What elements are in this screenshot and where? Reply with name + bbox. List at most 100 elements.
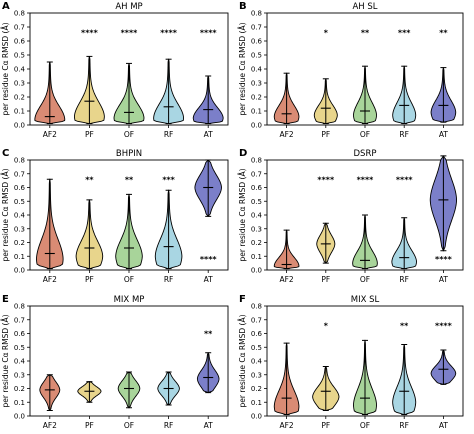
significance-marker: **** <box>200 29 218 38</box>
x-tick-label: OF <box>360 275 370 284</box>
significance-marker: **** <box>357 175 375 184</box>
x-tick-label: AF2 <box>43 421 57 430</box>
significance-marker: ** <box>85 175 94 184</box>
significance-marker: ** <box>125 175 134 184</box>
x-tick-label: PF <box>85 275 94 284</box>
y-tick-label: 0.6 <box>251 38 263 46</box>
panel-letter: C <box>2 148 9 159</box>
y-tick-label: 0.7 <box>14 170 25 178</box>
x-tick-label: AF2 <box>43 275 57 284</box>
y-tick-label: 0.7 <box>251 170 262 178</box>
y-tick-label: 0.7 <box>14 316 25 324</box>
y-tick-label: 0.4 <box>251 358 263 366</box>
significance-marker: **** <box>81 29 99 38</box>
y-tick-label: 0.4 <box>14 66 26 74</box>
y-tick-label: 0.3 <box>251 371 262 379</box>
x-tick-label: AF2 <box>43 130 57 139</box>
y-tick-label: 0.3 <box>251 225 262 233</box>
y-tick-label: 0.4 <box>251 66 263 74</box>
x-tick-label: AT <box>439 130 449 139</box>
y-tick-label: 0.1 <box>251 108 262 116</box>
y-tick-label: 0.3 <box>14 225 25 233</box>
y-tick-label: 0.4 <box>14 358 26 366</box>
y-tick-label: 0.2 <box>14 385 25 393</box>
y-axis-label: per residue Cα RMSD (Å) <box>1 314 10 407</box>
significance-marker: **** <box>317 175 335 184</box>
panel-d: DSRP D 0.0 0.1 0.2 0.3 0.4 0.5 0.6 0.7 0.8 per resi… <box>238 148 464 284</box>
y-axis-label: per residue Cα RMSD (Å) <box>238 22 247 115</box>
y-tick-label: 0.6 <box>14 38 26 46</box>
y-tick-label: 0.6 <box>251 184 263 192</box>
x-tick-label: OF <box>360 421 370 430</box>
y-tick-label: 0.3 <box>251 80 262 88</box>
x-tick-label: AT <box>204 421 214 430</box>
x-tick-label: RF <box>399 275 409 284</box>
x-tick-label: PF <box>85 130 94 139</box>
y-tick-label: 0.8 <box>14 10 25 18</box>
y-tick-label: 0.6 <box>14 184 26 192</box>
y-tick-label: 0.1 <box>14 253 25 261</box>
y-tick-label: 0.7 <box>251 24 262 32</box>
y-tick-label: 0.8 <box>251 10 262 18</box>
x-tick-label: PF <box>321 421 330 430</box>
x-tick-label: AT <box>439 421 449 430</box>
y-tick-label: 0.3 <box>14 371 25 379</box>
panel-c: BHPIN C 0.0 0.1 0.2 0.3 0.4 0.5 0.6 0.7 0.8 per res… <box>1 148 229 284</box>
x-tick-label: RF <box>164 275 174 284</box>
panel-title: MIX SL <box>351 295 380 305</box>
y-tick-label: 0.2 <box>251 385 262 393</box>
panel-f: MIX SL F 0.0 0.1 0.2 0.3 0.4 0.5 0.6 0.7 0.8 per re… <box>238 294 464 430</box>
y-axis-label: per residue Cα RMSD (Å) <box>1 168 10 261</box>
x-tick-label: OF <box>360 130 370 139</box>
x-tick-label: AT <box>204 130 214 139</box>
significance-marker: *** <box>398 29 411 38</box>
y-axis-label: per residue Cα RMSD (Å) <box>238 314 247 407</box>
y-tick-label: 0.0 <box>251 267 262 275</box>
x-tick-label: OF <box>124 275 134 284</box>
x-tick-label: AT <box>204 275 214 284</box>
y-axis-label: per residue Cα RMSD (Å) <box>1 22 10 115</box>
y-tick-label: 0.2 <box>14 239 25 247</box>
y-tick-label: 0.5 <box>14 198 25 206</box>
y-tick-label: 0.8 <box>14 303 25 311</box>
panel-title: BHPIN <box>116 149 142 159</box>
x-tick-label: PF <box>321 275 330 284</box>
y-tick-label: 0.2 <box>251 94 262 102</box>
x-tick-label: RF <box>164 130 174 139</box>
x-tick-label: PF <box>85 421 94 430</box>
panel-letter: E <box>2 294 9 305</box>
x-tick-label: OF <box>124 421 134 430</box>
y-tick-label: 0.5 <box>14 344 25 352</box>
panel-letter: A <box>2 1 10 12</box>
x-tick-label: RF <box>164 421 174 430</box>
significance-marker: **** <box>160 29 178 38</box>
y-tick-label: 0.8 <box>251 303 262 311</box>
significance-marker: **** <box>200 255 218 264</box>
significance-marker: *** <box>162 175 175 184</box>
panel-title: AH MP <box>115 2 142 12</box>
y-tick-label: 0.7 <box>251 316 262 324</box>
y-tick-label: 0.1 <box>14 108 25 116</box>
y-tick-label: 0.6 <box>14 330 26 338</box>
significance-marker: ** <box>361 29 370 38</box>
y-tick-label: 0.0 <box>251 413 262 421</box>
y-tick-label: 0.5 <box>251 198 262 206</box>
panel-letter: F <box>239 294 246 305</box>
significance-marker: **** <box>435 255 453 264</box>
y-tick-label: 0.7 <box>14 24 25 32</box>
x-tick-label: RF <box>399 130 409 139</box>
panel-title: AH SL <box>352 2 377 12</box>
y-axis-label: per residue Cα RMSD (Å) <box>238 168 247 261</box>
y-tick-label: 0.4 <box>251 212 263 220</box>
panel-title: DSRP <box>354 149 377 159</box>
y-tick-label: 0.5 <box>14 52 25 60</box>
y-tick-label: 0.6 <box>251 330 263 338</box>
y-tick-label: 0.2 <box>14 94 25 102</box>
y-tick-label: 0.0 <box>251 122 262 130</box>
y-tick-label: 0.4 <box>14 212 26 220</box>
significance-marker: ** <box>204 330 213 339</box>
significance-marker: **** <box>121 29 139 38</box>
y-tick-label: 0.8 <box>251 157 262 165</box>
x-tick-label: AF2 <box>279 421 293 430</box>
